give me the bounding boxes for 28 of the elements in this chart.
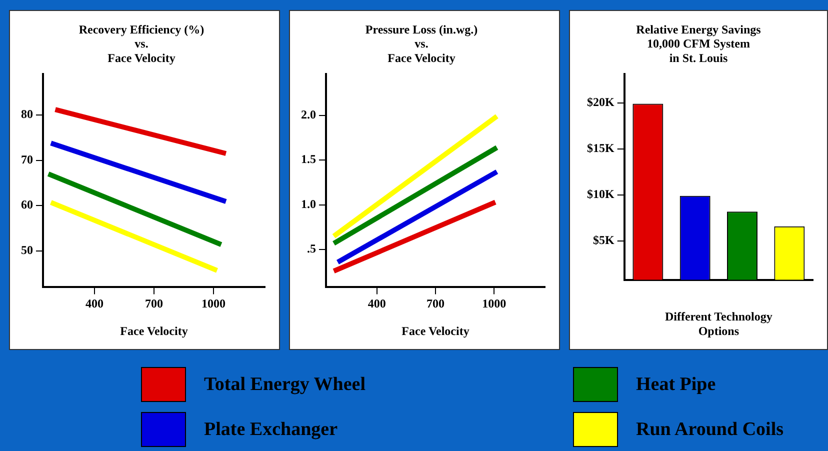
legend-label: Total Energy Wheel [204, 374, 366, 396]
x-tick-label: 700 [426, 296, 444, 310]
x-axis-title: Face Velocity [402, 324, 470, 338]
x-axis-title: Different Technology Options [664, 309, 772, 338]
y-tick-label: $15K [586, 140, 615, 155]
y-tick-label: 80 [21, 107, 33, 122]
legend-label: Run Around Coils [636, 418, 784, 440]
legend-label: Plate Exchanger [204, 418, 338, 440]
y-tick-label: 70 [21, 152, 33, 166]
x-tick-label: 400 [86, 296, 104, 310]
x-tick-label: 1000 [482, 296, 506, 310]
y-tick-label: $10K [586, 187, 615, 202]
y-tick-label: 2.0 [301, 107, 316, 122]
x-tick-label: 700 [145, 296, 163, 310]
y-tick-label: 60 [21, 198, 33, 212]
x-tick-label: 1000 [201, 296, 226, 310]
y-tick-label: .5 [307, 242, 316, 256]
y-tick-label: 1.5 [301, 152, 316, 166]
chart-title: Pressure Loss (in.wg.) vs. Face Velocity [365, 22, 478, 66]
legend-label: Heat Pipe [636, 374, 716, 396]
chart-title: Recovery Efficiency (%) vs. Face Velocity [78, 22, 204, 66]
y-tick-label: 1.0 [301, 196, 316, 211]
x-tick-label: 400 [368, 296, 386, 310]
x-axis-title: Face Velocity [120, 324, 188, 338]
y-tick-label: 50 [21, 243, 33, 258]
y-tick-label: $20K [586, 94, 615, 109]
y-tick-label: $5K [592, 233, 615, 248]
chart-title: Relative Energy Savings 10,000 CFM System in St. Louis [636, 22, 762, 66]
